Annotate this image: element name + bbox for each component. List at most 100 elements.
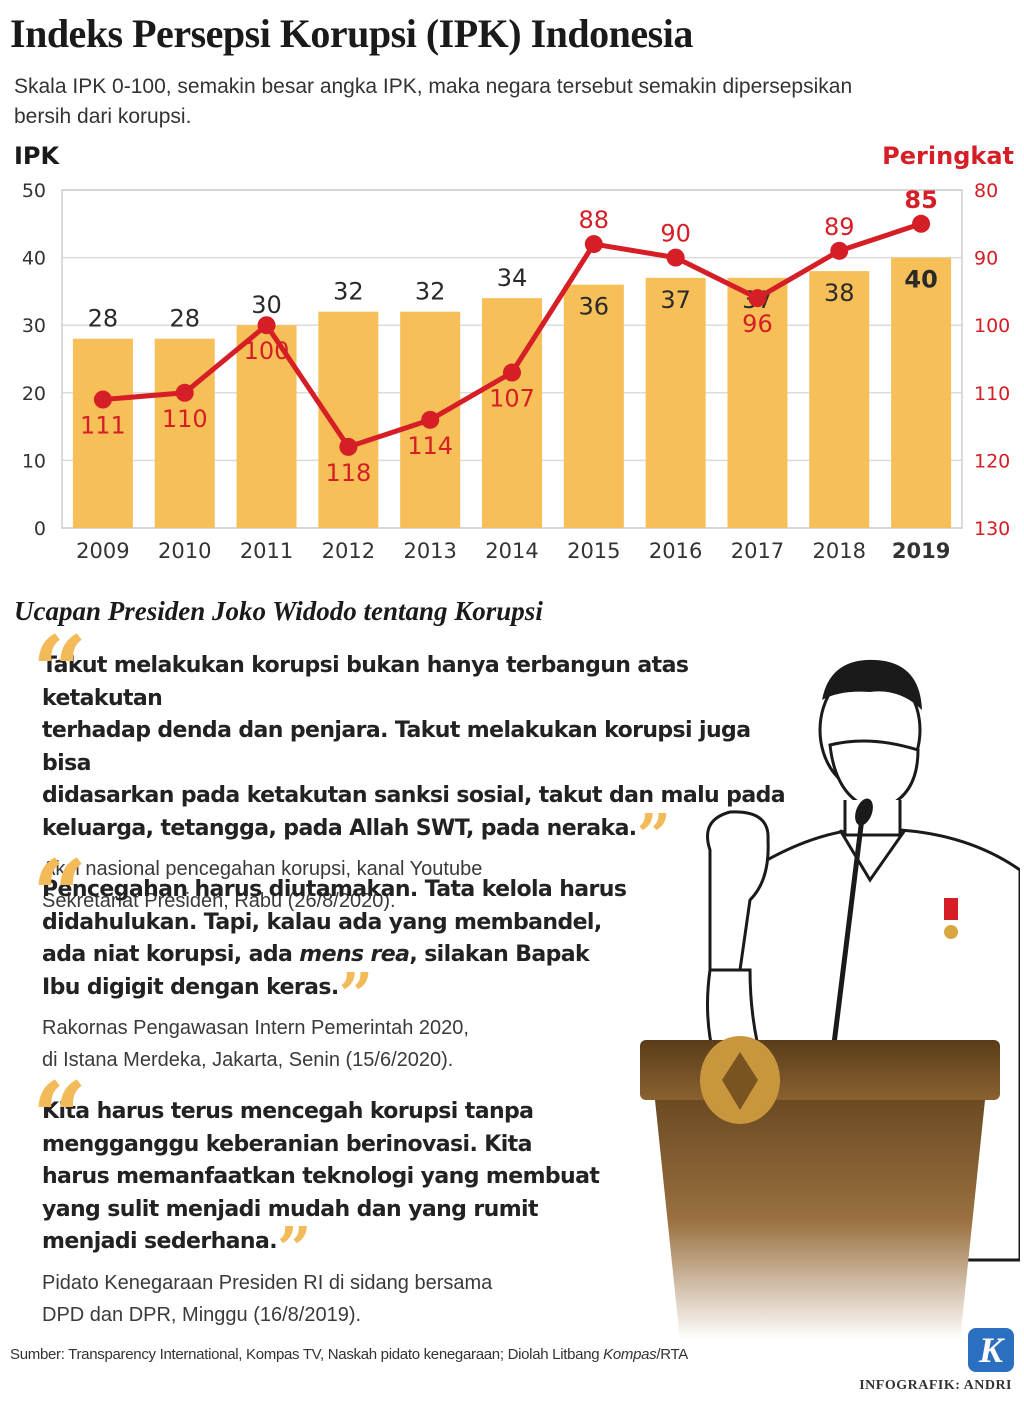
quote-2-italic-term: mens rea bbox=[299, 942, 410, 967]
ipk-bar bbox=[727, 277, 788, 528]
ipk-value-label: 30 bbox=[251, 291, 282, 319]
right-axis-title: Peringkat bbox=[882, 142, 1014, 170]
quote-2-text: Pencegahan harus diutamakan. Tata kelola… bbox=[42, 874, 802, 1026]
quote-2-line: Pencegahan harus diutamakan. Tata kelola… bbox=[42, 877, 627, 902]
ipk-value-label: 37 bbox=[660, 286, 691, 314]
rank-point bbox=[830, 241, 849, 260]
credit: INFOGRAFIK: ANDRI bbox=[859, 1378, 1012, 1393]
rank-value-label: 88 bbox=[579, 206, 610, 234]
rank-value-label: 114 bbox=[407, 432, 453, 460]
left-tick-label: 30 bbox=[22, 315, 46, 337]
quote-1-text: Takut melakukan korupsi bukan hanya terb… bbox=[42, 650, 802, 867]
left-tick-label: 10 bbox=[22, 450, 46, 472]
right-tick-label: 120 bbox=[974, 450, 1010, 472]
quote-3-line: mengganggu keberanian berinovasi. Kita bbox=[42, 1131, 532, 1157]
rank-value-label: 110 bbox=[162, 405, 208, 433]
quote-2: “ Pencegahan harus diutamakan. Tata kelo… bbox=[32, 848, 802, 1076]
rank-point bbox=[748, 289, 767, 308]
source-note-suffix: /RTA bbox=[656, 1346, 688, 1363]
quote-1-source-line: Sekretariat Presiden, Rabu (26/8/2020). bbox=[42, 890, 396, 912]
subtitle-line-2: bersih dari korupsi. bbox=[14, 105, 192, 128]
right-tick-label: 100 bbox=[974, 315, 1010, 337]
year-tick-label: 2018 bbox=[813, 539, 866, 563]
close-quote-icon: ” bbox=[636, 801, 672, 872]
ipk-bar bbox=[154, 338, 215, 528]
ipk-value-label: 28 bbox=[169, 305, 200, 333]
quote-3-line: Kita harus terus mencegah korupsi tanpa bbox=[42, 1099, 534, 1124]
quote-2-source-line: di Istana Merdeka, Jakarta, Senin (15/6/… bbox=[42, 1049, 454, 1071]
speaker-illustration bbox=[640, 659, 1020, 1340]
open-quote-icon: “ bbox=[32, 615, 88, 728]
ipk-value-label: 28 bbox=[88, 305, 119, 333]
ipk-chart: IPK Peringkat 0 10 20 30 40 50 80 90 100 110 120 130 2… bbox=[14, 142, 1014, 563]
right-tick-label: 110 bbox=[974, 383, 1010, 405]
rank-point bbox=[912, 214, 931, 233]
quote-1-line: keluarga, tetangga, pada Allah SWT, pada… bbox=[42, 815, 637, 841]
source-note: Sumber: Transparency International, Komp… bbox=[10, 1346, 688, 1363]
quote-2-line: ada niat korupsi, ada bbox=[42, 942, 300, 967]
left-tick-label: 40 bbox=[22, 248, 46, 270]
right-tick-label: 130 bbox=[974, 518, 1010, 540]
right-tick-label: 80 bbox=[974, 180, 998, 202]
rank-point bbox=[339, 437, 358, 456]
year-tick-label: 2010 bbox=[158, 539, 211, 563]
quote-3: “ Kita harus terus mencegah korupsi tanp… bbox=[32, 1070, 802, 1331]
subtitle-line-1: Skala IPK 0-100, semakin besar angka IPK… bbox=[14, 75, 853, 98]
source-note-italic: Kompas bbox=[603, 1346, 657, 1363]
close-quote-icon: ” bbox=[338, 960, 374, 1031]
rank-value-label: 118 bbox=[325, 459, 371, 487]
rank-value-label: 89 bbox=[824, 213, 855, 241]
quote-1-line: didasarkan pada ketakutan sanksi sosial,… bbox=[42, 783, 786, 808]
ipk-bar bbox=[563, 284, 624, 528]
open-quote-icon: “ bbox=[32, 839, 88, 952]
quote-1-source: Aksi nasional pencegahan korupsi, kanal … bbox=[42, 853, 802, 917]
subtitle: Skala IPK 0-100, semakin besar angka IPK… bbox=[14, 72, 934, 132]
quotes-section-title: Ucapan Presiden Joko Widodo tentang Koru… bbox=[14, 596, 543, 626]
year-tick-label: 2017 bbox=[731, 539, 784, 563]
year-tick-label: 2014 bbox=[485, 539, 538, 563]
rank-value-label: 96 bbox=[742, 310, 773, 338]
year-tick-label: 2013 bbox=[403, 539, 456, 563]
rank-value-label: 90 bbox=[660, 220, 691, 248]
left-tick-label: 20 bbox=[22, 383, 46, 405]
page-title: Indeks Persepsi Korupsi (IPK) Indonesia bbox=[10, 11, 693, 56]
ipk-value-label: 34 bbox=[497, 264, 528, 292]
quote-3-text: Kita harus terus mencegah korupsi tanpa … bbox=[42, 1096, 802, 1280]
rank-value-label: 111 bbox=[80, 412, 126, 440]
quote-2-source: Rakornas Pengawasan Intern Pemerintah 20… bbox=[42, 1012, 802, 1076]
rank-point bbox=[175, 383, 194, 402]
quote-1-line: Takut melakukan korupsi bukan hanya terb… bbox=[42, 653, 689, 711]
ipk-bar bbox=[482, 298, 542, 528]
right-tick-label: 90 bbox=[974, 248, 998, 270]
rank-point bbox=[421, 410, 440, 429]
open-quote-icon: “ bbox=[32, 1061, 88, 1174]
left-axis-title: IPK bbox=[14, 142, 61, 170]
quote-1: “ Takut melakukan korupsi bukan hanya te… bbox=[32, 624, 802, 917]
ipk-bar bbox=[891, 257, 952, 528]
quote-3-source-line: Pidato Kenegaraan Presiden RI di sidang … bbox=[42, 1271, 493, 1294]
quote-3-line: yang sulit menjadi mudah dan yang rumit bbox=[42, 1196, 538, 1222]
source-note-text: Sumber: Transparency International, Komp… bbox=[10, 1346, 604, 1363]
year-tick-label: 2015 bbox=[567, 539, 620, 563]
ipk-bar bbox=[72, 338, 133, 528]
rank-point bbox=[503, 363, 521, 382]
year-tick-label: 2009 bbox=[76, 539, 129, 563]
kompas-logo-icon: K bbox=[968, 1328, 1014, 1372]
rank-value-label: 107 bbox=[489, 385, 535, 413]
rank-point bbox=[93, 390, 112, 409]
quote-2-line: Ibu digigit dengan keras. bbox=[42, 974, 339, 1000]
quote-3-line: harus memanfaatkan teknologi yang membua… bbox=[42, 1164, 600, 1189]
year-tick-label: 2016 bbox=[649, 539, 702, 563]
rank-point bbox=[257, 316, 276, 335]
rank-value-label: 85 bbox=[904, 186, 937, 214]
quote-1-source-line: Aksi nasional pencegahan korupsi, kanal … bbox=[42, 858, 483, 880]
quote-2-line: didahulukan. Tapi, kalau ada yang memban… bbox=[42, 909, 602, 935]
ipk-bar bbox=[809, 271, 870, 528]
quote-3-line: menjadi sederhana. bbox=[42, 1229, 278, 1254]
left-tick-label: 50 bbox=[22, 180, 46, 202]
year-tick-label: 2019 bbox=[892, 539, 950, 563]
close-quote-icon: ” bbox=[276, 1215, 312, 1285]
left-tick-label: 0 bbox=[34, 518, 46, 540]
rank-value-label: 100 bbox=[244, 337, 290, 365]
ipk-bar bbox=[645, 277, 706, 528]
